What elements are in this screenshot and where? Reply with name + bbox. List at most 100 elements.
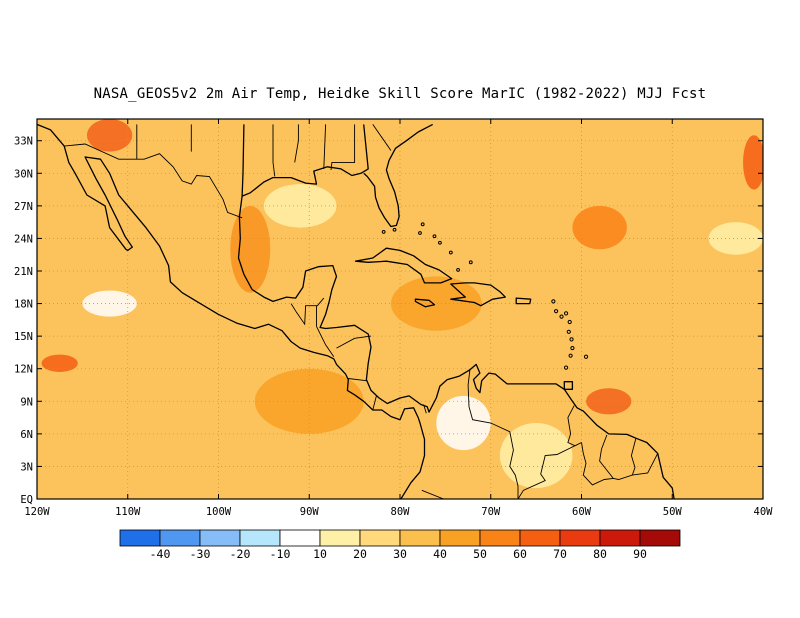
al-ga-fl-border [330,124,356,171]
lat-label: 12N [14,364,33,376]
colorbar-label: 60 [513,547,527,561]
region-atlantic-24n-orange [572,205,627,250]
lesser-antilles-island [563,311,569,316]
lesser-antilles-island [563,365,569,370]
region-venezuela-light [499,423,573,489]
colorbar-swatch [519,529,561,547]
lon-label: 100W [206,506,232,518]
region-texas-gulf-hotspot [230,205,271,293]
guianas-brazil-border [581,442,659,486]
coastlines [37,123,675,499]
puerto-rico-island [515,297,532,305]
colorbar-swatch [439,529,481,547]
colorbar-label: 80 [593,547,607,561]
region-caribbean-orange [390,276,482,331]
bahamas-key [392,227,397,232]
colorbar-swatch [359,529,401,547]
colorbar-label: 20 [353,547,367,561]
region-atlantic-9n-hotspot [586,388,632,415]
bahamas-key [432,234,437,239]
lat-label: 21N [14,266,33,278]
cuba-island [354,247,453,284]
colorbar-swatch [639,529,681,547]
lat-label: 24N [14,233,33,245]
lesser-antilles-island [553,309,559,314]
lon-label: 40W [754,506,774,518]
region-atlantic-31n-hotspot [743,135,763,190]
suriname-guiana-border [630,438,637,476]
lon-label: 80W [391,506,411,518]
colorbar-swatch [199,529,241,547]
lesser-antilles-island [570,345,575,351]
colombia-venezuela-border [467,369,519,499]
venezuela-brazil-border [517,405,582,499]
region-northwest-mexico-hotspot [86,119,133,152]
lat-label: 6N [20,429,33,441]
lon-label: 50W [663,506,683,518]
bahamas-key [468,260,473,265]
mexico-guatemala-border [290,297,325,326]
colorbar-label: -20 [230,547,251,561]
region-atlantic-24n-light [708,222,763,255]
region-colombia-white [436,395,491,451]
bahamas-key [438,240,442,245]
colorbar-label: 50 [473,547,487,561]
la-ms-border [294,124,299,163]
bahamas-key [420,222,425,227]
colorbar-label: 40 [433,547,447,561]
lesser-antilles-island [567,319,572,325]
colorbar-swatch [559,529,601,547]
gulf-caribbean-coastline [237,124,675,499]
ms-al-border [323,124,327,169]
panama-colombia-border [423,404,427,414]
nicaragua-costa-rica-border [348,378,367,382]
bahamas-key [448,250,453,255]
honduras-border [316,326,335,358]
honduras-nicaragua-border [336,335,372,349]
lon-label: 120W [24,506,50,518]
lesser-antilles-island [566,329,571,334]
colorbar-label: 30 [393,547,407,561]
colorbar-swatch [119,529,161,547]
pacific-coastline [37,123,426,499]
lon-label: 60W [572,506,592,518]
colorbar-swatch [279,529,321,547]
lesser-antilles-island [583,354,589,359]
lat-label: 3N [20,461,33,473]
bahamas-key [456,268,460,272]
colorbar-swatch [319,529,361,547]
colorbar: -40 -30 -20 -10 10 20 30 40 50 60 70 80 90 [119,529,681,561]
lon-label: 110W [115,506,141,518]
lat-label: 9N [20,396,33,408]
gulf-north-coastline [241,124,369,197]
plot-area: EQ 3N 6N 9N 12N 15N 18N 21N 24N 27N 30N 33N 120W 110W… [14,118,773,518]
lat-label: EQ [20,494,33,506]
colorbar-label: 10 [313,547,327,561]
map-title: NASA_GEOS5v2 2m Air Temp, Heidke Skill S… [93,86,707,102]
colorbar-swatch [399,529,441,547]
us-mexico-border [64,143,243,219]
colorbar-label: -40 [150,547,171,561]
bahamas-key [418,231,422,235]
lat-label: 30N [14,168,33,180]
lat-label: 18N [14,299,33,311]
lesser-antilles-island [551,299,556,304]
axis-ticks: EQ 3N 6N 9N 12N 15N 18N 21N 24N 27N 30N 33N 120W 110W… [14,119,773,518]
colorbar-swatch [479,529,521,547]
colorbar-label: -10 [270,547,291,561]
guyana-suriname-border [599,434,614,479]
ga-sc-border [372,124,392,151]
grid-lines [37,119,763,499]
florida-coastline [363,123,434,228]
lesser-antilles-island [569,337,574,342]
lesser-antilles-island [559,314,564,319]
colorbar-label: 70 [553,547,567,561]
jamaica-island [414,298,436,308]
tx-la-border [272,124,276,177]
lesser-antilles-island [568,353,573,358]
bahamas-key [381,230,386,234]
colorbar-label: 90 [633,547,647,561]
colorbar-label: -30 [190,547,211,561]
colorbar-swatch [239,529,281,547]
